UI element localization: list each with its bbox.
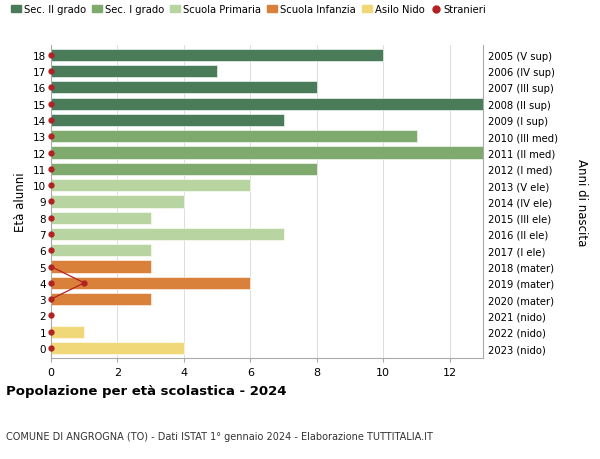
Bar xyxy=(51,131,416,143)
Bar xyxy=(51,163,317,175)
Bar xyxy=(51,245,151,257)
Bar xyxy=(51,342,184,354)
Bar xyxy=(51,179,250,192)
Text: Popolazione per età scolastica - 2024: Popolazione per età scolastica - 2024 xyxy=(6,384,287,397)
Bar xyxy=(51,147,483,159)
Bar xyxy=(51,277,250,289)
Bar xyxy=(51,326,84,338)
Bar xyxy=(51,82,317,94)
Bar xyxy=(51,212,151,224)
Bar xyxy=(51,66,217,78)
Y-axis label: Anni di nascita: Anni di nascita xyxy=(575,158,587,246)
Y-axis label: Età alunni: Età alunni xyxy=(14,172,28,232)
Bar xyxy=(51,115,284,127)
Text: COMUNE DI ANGROGNA (TO) - Dati ISTAT 1° gennaio 2024 - Elaborazione TUTTITALIA.I: COMUNE DI ANGROGNA (TO) - Dati ISTAT 1° … xyxy=(6,431,433,441)
Bar xyxy=(51,261,151,273)
Bar xyxy=(51,293,151,306)
Bar xyxy=(51,50,383,62)
Bar xyxy=(51,229,284,241)
Legend: Sec. II grado, Sec. I grado, Scuola Primaria, Scuola Infanzia, Asilo Nido, Stran: Sec. II grado, Sec. I grado, Scuola Prim… xyxy=(11,5,487,15)
Bar xyxy=(51,196,184,208)
Bar xyxy=(51,98,483,111)
